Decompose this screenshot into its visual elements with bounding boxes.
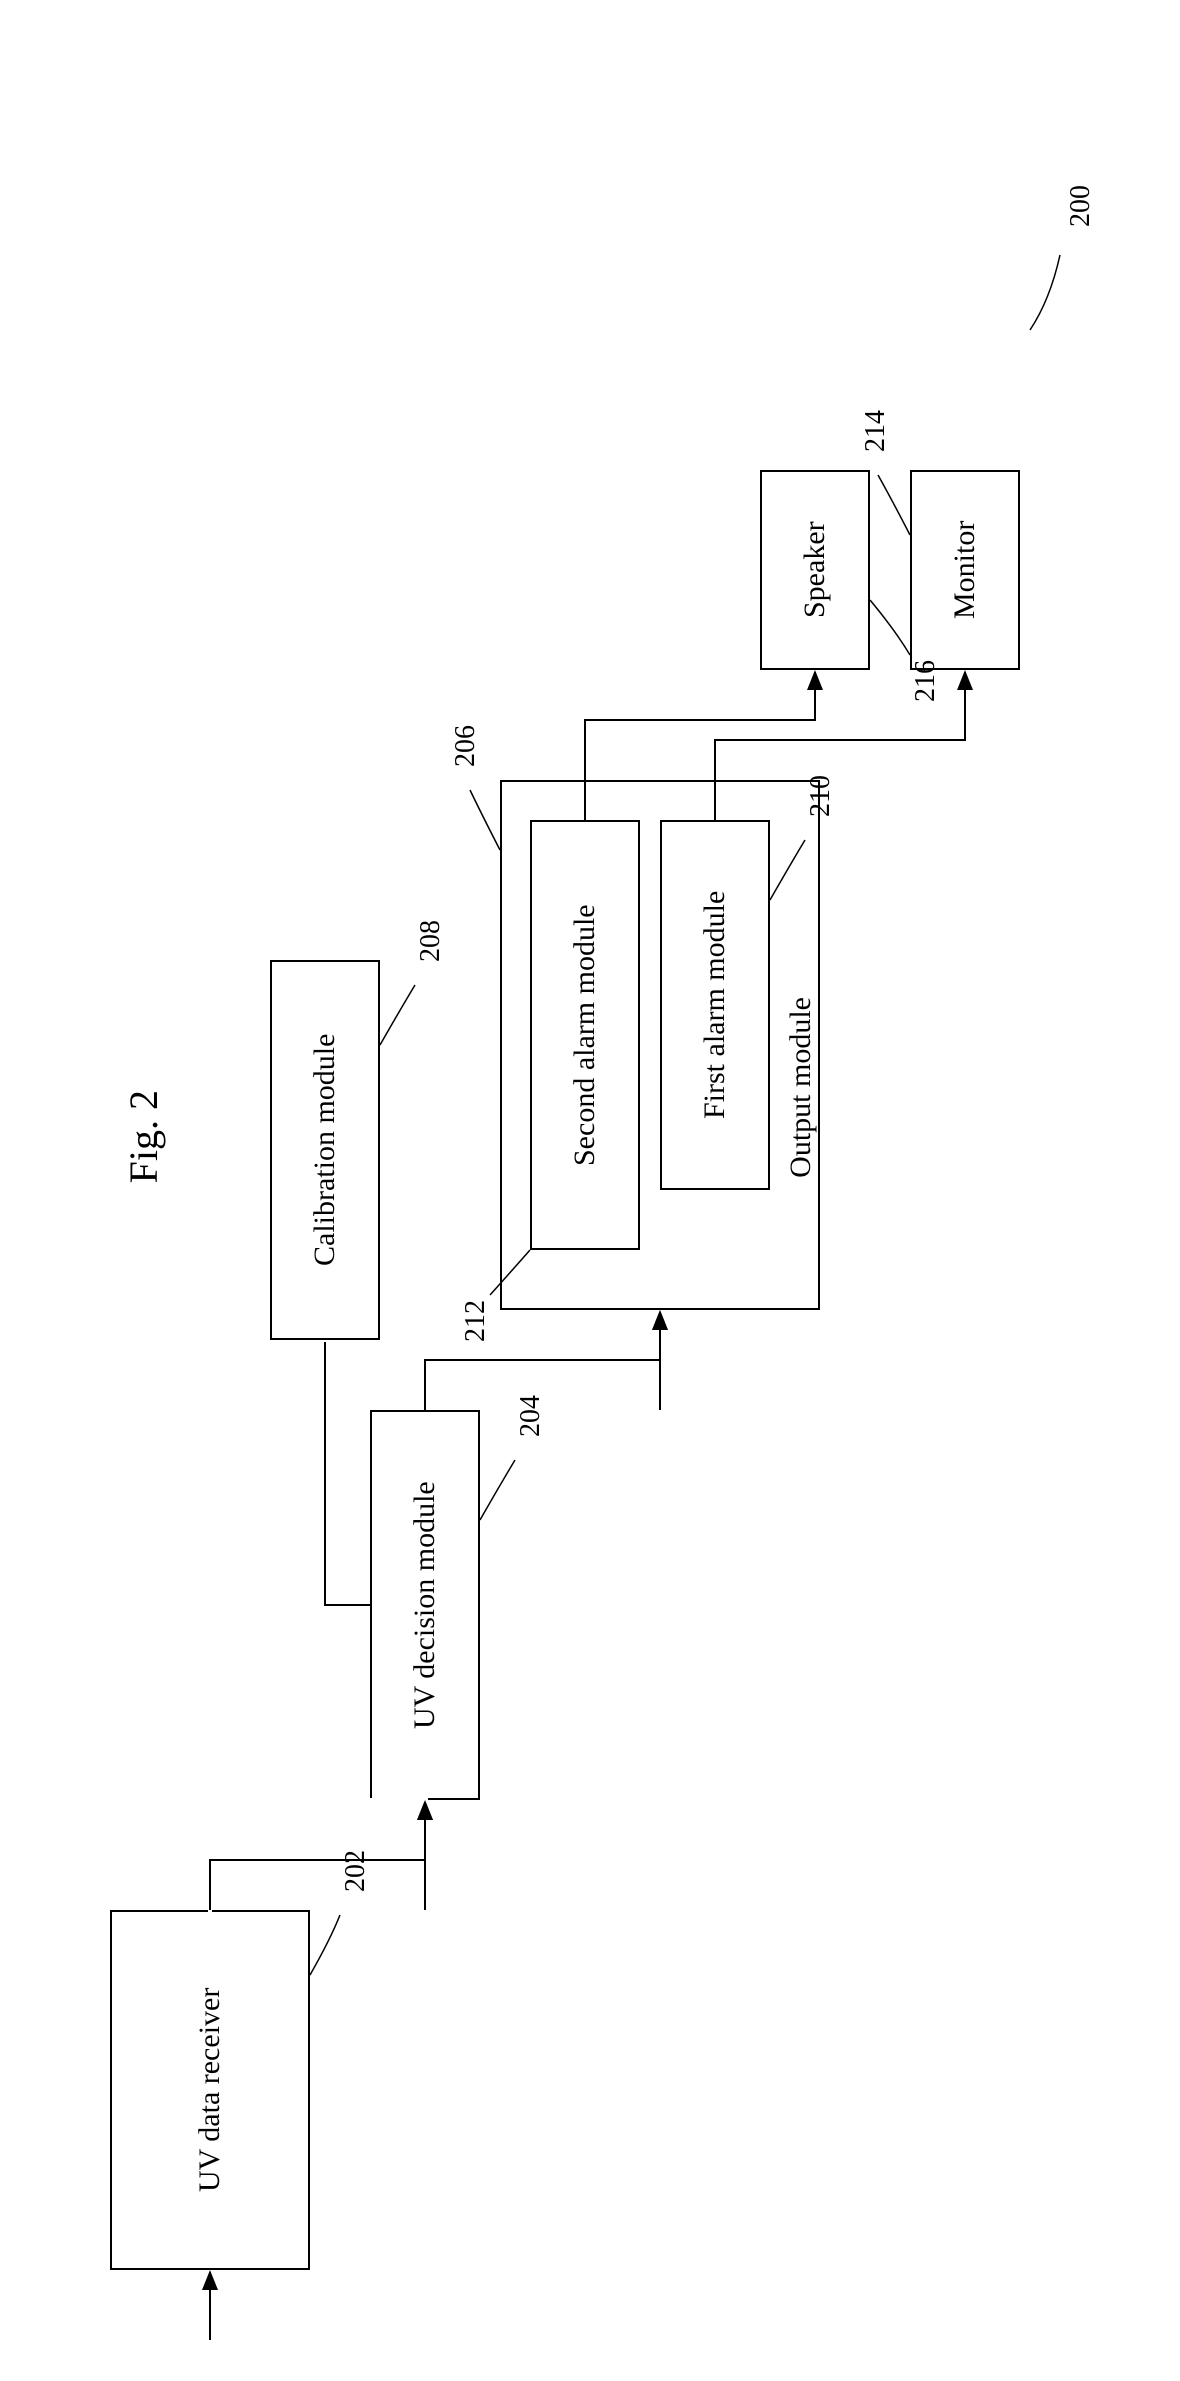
first-alarm-label: First alarm module	[698, 891, 732, 1119]
ref-206: 206	[450, 725, 482, 767]
ref-208: 208	[415, 920, 447, 962]
ref-212: 212	[460, 1300, 492, 1342]
ref-204: 204	[515, 1395, 547, 1437]
uv-data-receiver-label: UV data receiver	[193, 1988, 227, 2192]
first-alarm-block: First alarm module	[660, 820, 770, 1190]
calibration-label: Calibration module	[308, 1034, 342, 1266]
second-alarm-block: Second alarm module	[530, 820, 640, 1250]
uv-data-receiver-block: UV data receiver	[110, 1910, 310, 2270]
second-alarm-label: Second alarm module	[568, 904, 602, 1166]
ref-210: 210	[805, 775, 837, 817]
calibration-block: Calibration module	[270, 960, 380, 1340]
ref-216: 216	[910, 660, 942, 702]
monitor-block: Monitor	[910, 470, 1020, 670]
speaker-label: Speaker	[798, 522, 832, 619]
uv-decision-block: UV decision module	[370, 1410, 480, 1800]
ref-202: 202	[340, 1850, 372, 1892]
speaker-block: Speaker	[760, 470, 870, 670]
uv-decision-label: UV decision module	[408, 1481, 442, 1729]
figure-caption: Fig. 2	[120, 1090, 167, 1183]
diagram-container: UV data receiver UV decision module Cali…	[40, 40, 1140, 2340]
ref-200: 200	[1065, 185, 1097, 227]
output-module-label: Output module	[784, 997, 818, 1178]
monitor-label: Monitor	[948, 521, 982, 619]
ref-214: 214	[860, 410, 892, 452]
